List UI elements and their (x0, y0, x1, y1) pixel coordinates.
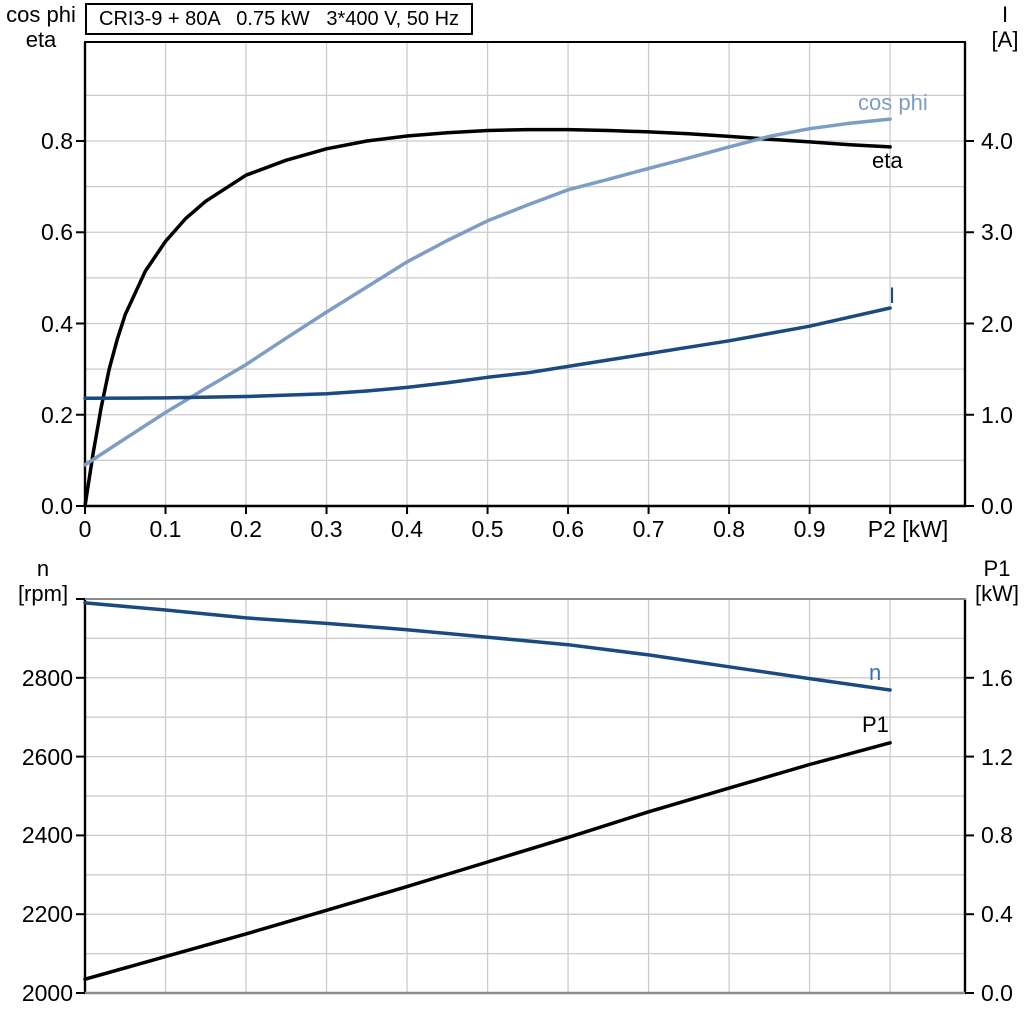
n-curve-label: n (869, 660, 882, 685)
cos_phi-curve-label: cos phi (858, 90, 928, 115)
axis-header-p1: P1 (983, 556, 1011, 581)
x-tick-label: 0.1 (149, 516, 182, 542)
eta-curve (83, 127, 892, 508)
cos_phi-curve (83, 117, 892, 467)
x-tick-label: 0.7 (632, 516, 665, 542)
right-axis-tick-label: 0.8 (981, 822, 1013, 849)
right-axis-tick-label: 1.2 (981, 743, 1013, 770)
axis-header-cos-phi: cos phi (6, 2, 76, 27)
I-curve (83, 306, 892, 401)
top-right-axis-header: I [A] (986, 2, 1024, 52)
I-curve-label: I (889, 283, 896, 308)
x-tick-label: 0.3 (310, 516, 343, 542)
left-axis-tick-label: 0.4 (41, 310, 73, 337)
x-tick-label: 0 (78, 516, 92, 542)
axis-header-speed-unit: [rpm] (17, 581, 69, 606)
x-axis-unit-label: P2 [kW] (867, 516, 949, 542)
right-axis-tick-label: 3.0 (981, 219, 1013, 246)
left-axis-tick-label: 2000 (21, 980, 73, 1006)
left-axis-tick-label: 0.6 (41, 219, 73, 246)
right-axis-tick-label: 4.0 (981, 128, 1013, 154)
right-axis-tick-label: 1.6 (981, 664, 1013, 691)
eta-curve-label: eta (872, 148, 903, 173)
left-axis-tick-label: 2800 (21, 664, 73, 691)
right-axis-tick-label: 0.0 (981, 980, 1013, 1006)
x-tick-label: 0.8 (713, 516, 746, 542)
P1-curve (83, 741, 892, 981)
left-axis-tick-label: 2600 (21, 743, 73, 770)
axis-header-p1-unit: [kW] (975, 581, 1019, 606)
x-tick-label: 0.9 (793, 516, 826, 542)
n-curve (83, 601, 892, 692)
top-left-axis-header: cos phi eta (4, 2, 78, 52)
left-axis-tick-label: 0.2 (41, 401, 73, 428)
x-tick-label: 0.6 (552, 516, 585, 542)
right-axis-tick-label: 1.0 (981, 401, 1013, 428)
x-tick-label: 0.5 (471, 516, 504, 542)
right-axis-tick-label: 2.0 (981, 310, 1013, 337)
chart-title: CRI3-9 + 80A 0.75 kW 3*400 V, 50 Hz (85, 3, 474, 35)
right-axis-tick-label: 0.0 (981, 493, 1013, 519)
axis-header-speed: n (36, 556, 50, 581)
bottom-right-axis-header: P1 [kW] (970, 556, 1024, 606)
P1-curve-label: P1 (862, 712, 889, 737)
left-axis-tick-label: 0.0 (41, 493, 73, 519)
x-tick-label: 0.4 (391, 516, 424, 542)
right-axis-tick-label: 0.4 (981, 901, 1013, 928)
axis-header-eta: eta (25, 27, 57, 52)
left-axis-tick-label: 2200 (21, 901, 73, 928)
left-axis-tick-label: 0.8 (41, 128, 73, 154)
left-axis-tick-label: 2400 (21, 822, 73, 849)
bottom-left-axis-header: n [rpm] (10, 556, 76, 606)
axis-header-current: I (1001, 2, 1009, 27)
axis-header-current-unit: [A] (991, 27, 1019, 52)
x-tick-label: 0.2 (230, 516, 262, 542)
